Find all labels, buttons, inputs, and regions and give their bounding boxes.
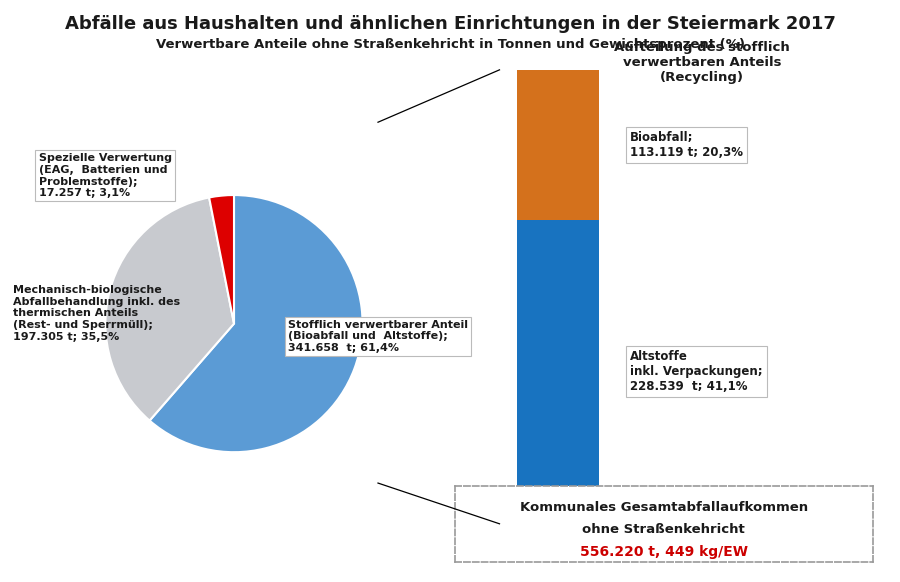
Text: ohne Straßenkehricht: ohne Straßenkehricht	[582, 523, 745, 537]
Text: 556.220 t, 449 kg/EW: 556.220 t, 449 kg/EW	[580, 545, 748, 559]
Text: Abfälle aus Haushalten und ähnlichen Einrichtungen in der Steiermark 2017: Abfälle aus Haushalten und ähnlichen Ein…	[65, 15, 835, 33]
Text: Kommunales Gesamtabfallaufkommen: Kommunales Gesamtabfallaufkommen	[519, 501, 808, 514]
Text: Altstoffe
inkl. Verpackungen;
228.539  t; 41,1%: Altstoffe inkl. Verpackungen; 228.539 t;…	[630, 350, 762, 393]
Text: Spezielle Verwertung
(EAG,  Batterien und
Problemstoffe);
17.257 t; 3,1%: Spezielle Verwertung (EAG, Batterien und…	[39, 154, 172, 198]
Text: Bioabfall;
113.119 t; 20,3%: Bioabfall; 113.119 t; 20,3%	[630, 131, 743, 159]
Wedge shape	[209, 195, 234, 324]
Bar	[517, 220, 599, 524]
Text: Verwertbare Anteile ohne Straßenkehricht in Tonnen und Gewichtsprozent (%): Verwertbare Anteile ohne Straßenkehricht…	[156, 38, 744, 51]
Wedge shape	[149, 195, 363, 452]
Text: Stofflich verwertbarer Anteil
(Bioabfall und  Altstoffe);
341.658  t; 61,4%: Stofflich verwertbarer Anteil (Bioabfall…	[288, 320, 468, 353]
Text: Aufteilung des stofflich
verwertbaren Anteils
(Recycling): Aufteilung des stofflich verwertbaren An…	[614, 41, 790, 84]
Bar	[517, 70, 599, 220]
Wedge shape	[105, 197, 234, 421]
Text: Mechanisch-biologische
Abfallbehandlung inkl. des
thermischen Anteils
(Rest- und: Mechanisch-biologische Abfallbehandlung …	[13, 285, 180, 342]
